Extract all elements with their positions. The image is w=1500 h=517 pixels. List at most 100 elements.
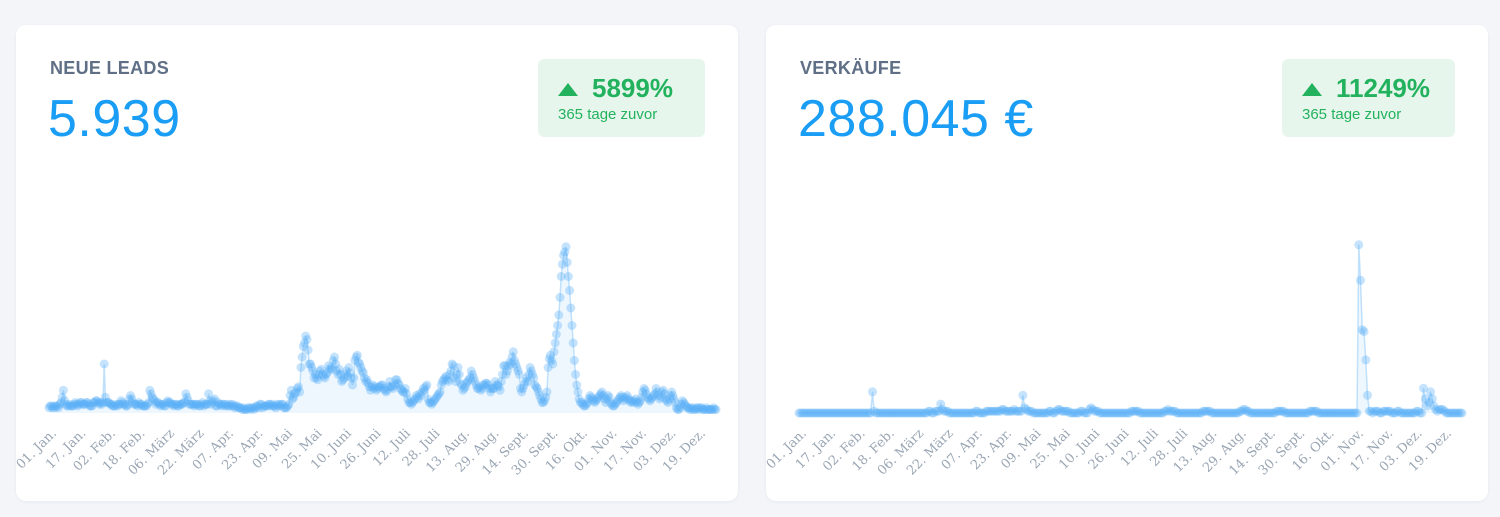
data-point[interactable] <box>420 385 429 395</box>
data-point[interactable] <box>458 385 468 395</box>
data-point[interactable] <box>854 408 863 418</box>
data-point[interactable] <box>210 394 220 404</box>
data-point[interactable] <box>595 391 605 400</box>
data-point[interactable] <box>297 352 307 362</box>
data-point[interactable] <box>522 373 531 383</box>
data-point[interactable] <box>502 366 512 376</box>
data-point[interactable] <box>868 387 877 397</box>
data-point[interactable] <box>105 399 115 409</box>
data-point[interactable] <box>1119 408 1129 418</box>
data-point[interactable] <box>990 406 1000 416</box>
data-point[interactable] <box>1125 408 1135 418</box>
data-point[interactable] <box>1345 408 1355 418</box>
data-point[interactable] <box>1196 408 1206 418</box>
data-point[interactable] <box>633 399 643 409</box>
data-point[interactable] <box>260 401 270 411</box>
data-point[interactable] <box>81 398 91 407</box>
data-point[interactable] <box>603 391 613 400</box>
data-point[interactable] <box>1245 408 1255 418</box>
data-point[interactable] <box>236 403 246 413</box>
data-point[interactable] <box>569 356 579 365</box>
data-point[interactable] <box>553 321 563 330</box>
data-point[interactable] <box>1273 406 1283 416</box>
data-point[interactable] <box>615 392 625 402</box>
data-point[interactable] <box>252 401 261 411</box>
data-point[interactable] <box>344 363 354 372</box>
data-point[interactable] <box>621 392 631 402</box>
data-point[interactable] <box>172 401 182 411</box>
data-point[interactable] <box>869 406 879 416</box>
data-point[interactable] <box>489 384 499 393</box>
data-point[interactable] <box>1226 408 1236 418</box>
data-point[interactable] <box>1242 406 1252 416</box>
data-point[interactable] <box>653 391 663 400</box>
data-point[interactable] <box>1144 408 1154 418</box>
data-point[interactable] <box>953 408 963 418</box>
data-point[interactable] <box>1069 408 1079 418</box>
data-point[interactable] <box>616 391 626 400</box>
data-point[interactable] <box>132 399 142 409</box>
data-point[interactable] <box>388 384 398 393</box>
data-point[interactable] <box>1452 408 1462 418</box>
data-point[interactable] <box>296 363 306 372</box>
data-point[interactable] <box>1413 406 1423 416</box>
data-point[interactable] <box>677 396 687 406</box>
data-point[interactable] <box>1256 408 1266 418</box>
data-point[interactable] <box>572 380 582 390</box>
data-point[interactable] <box>273 401 283 411</box>
data-point[interactable] <box>1020 403 1030 413</box>
data-point[interactable] <box>1139 408 1149 418</box>
data-point[interactable] <box>1205 406 1215 416</box>
data-point[interactable] <box>859 408 869 418</box>
data-point[interactable] <box>555 293 565 302</box>
data-point[interactable] <box>1090 406 1100 416</box>
data-point[interactable] <box>79 399 89 409</box>
data-point[interactable] <box>86 401 96 411</box>
data-point[interactable] <box>701 403 711 413</box>
data-point[interactable] <box>378 380 387 390</box>
data-point[interactable] <box>400 384 410 393</box>
data-point[interactable] <box>1343 408 1353 418</box>
data-point[interactable] <box>234 403 243 413</box>
data-point[interactable] <box>1375 408 1385 418</box>
data-point[interactable] <box>128 398 138 407</box>
data-point[interactable] <box>1223 408 1233 418</box>
data-point[interactable] <box>244 403 254 413</box>
data-point[interactable] <box>324 361 333 371</box>
data-point[interactable] <box>1214 408 1224 418</box>
data-point[interactable] <box>890 408 900 418</box>
data-point[interactable] <box>536 394 546 404</box>
data-point[interactable] <box>1100 408 1110 418</box>
data-point[interactable] <box>129 399 139 409</box>
data-point[interactable] <box>387 382 397 392</box>
data-point[interactable] <box>405 398 415 407</box>
data-point[interactable] <box>320 373 330 383</box>
data-point[interactable] <box>45 401 55 411</box>
data-point[interactable] <box>174 401 184 411</box>
data-point[interactable] <box>1436 405 1446 414</box>
data-point[interactable] <box>312 373 321 383</box>
data-point[interactable] <box>556 272 566 281</box>
data-point[interactable] <box>1350 408 1360 418</box>
data-point[interactable] <box>403 394 413 404</box>
data-point[interactable] <box>971 406 981 416</box>
data-point[interactable] <box>1191 408 1201 418</box>
data-point[interactable] <box>559 251 569 260</box>
data-point[interactable] <box>664 394 674 404</box>
data-point[interactable] <box>562 258 572 267</box>
data-point[interactable] <box>813 408 823 418</box>
data-point[interactable] <box>264 399 273 409</box>
data-point[interactable] <box>1230 408 1240 418</box>
data-point[interactable] <box>393 378 403 388</box>
data-point[interactable] <box>1200 406 1210 416</box>
data-point[interactable] <box>880 408 890 418</box>
data-point[interactable] <box>1063 406 1073 416</box>
data-point[interactable] <box>463 377 473 386</box>
data-point[interactable] <box>334 364 344 374</box>
data-point[interactable] <box>979 408 989 418</box>
data-point[interactable] <box>1457 408 1467 418</box>
data-point[interactable] <box>1203 406 1213 416</box>
data-point[interactable] <box>667 387 677 397</box>
data-point[interactable] <box>1433 406 1442 416</box>
data-point[interactable] <box>91 396 101 406</box>
